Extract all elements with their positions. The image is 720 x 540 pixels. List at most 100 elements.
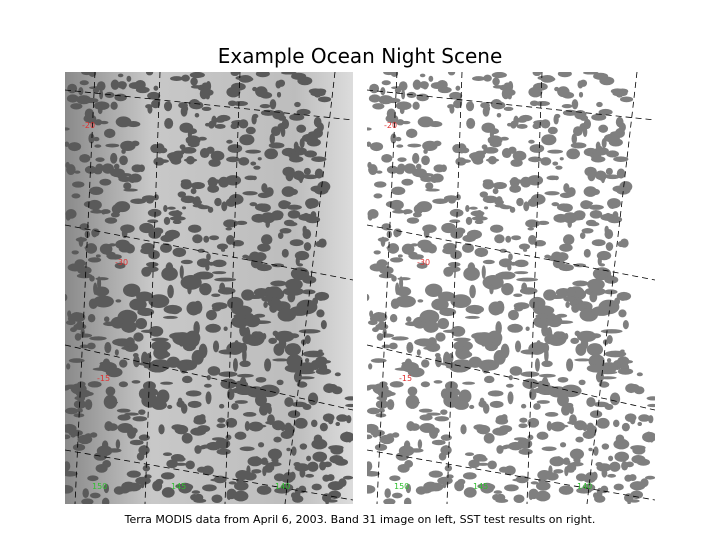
cloud-gap xyxy=(304,150,317,158)
cloud-gap xyxy=(559,442,567,448)
cloud-gap xyxy=(317,453,326,460)
cloud-gap xyxy=(196,445,207,450)
cloud-gap xyxy=(431,298,449,311)
cloud-gap xyxy=(367,434,373,440)
cloud-gap xyxy=(582,72,599,75)
cloud-gap xyxy=(206,253,211,261)
cloud-gap xyxy=(172,247,187,258)
cloud-gap xyxy=(398,81,408,91)
cloud-gap xyxy=(95,277,109,281)
graticule-line xyxy=(376,72,398,504)
cloud-gap xyxy=(378,408,385,413)
cloud-gap xyxy=(259,103,271,109)
cloud-gap xyxy=(532,72,542,77)
cloud-gap xyxy=(179,360,188,374)
cloud-gap xyxy=(437,476,453,485)
cloud-gap xyxy=(207,261,216,266)
cloud-gap xyxy=(374,443,388,451)
cloud-gap xyxy=(192,234,203,244)
cloud-gap xyxy=(636,372,643,377)
cloud-gap xyxy=(94,144,102,148)
cloud-gap xyxy=(472,76,486,82)
cloud-gap xyxy=(228,481,237,485)
cloud-gap xyxy=(394,87,402,94)
cloud-gap xyxy=(214,123,226,129)
cloud-gap xyxy=(546,420,552,432)
cloud-gap xyxy=(247,337,263,347)
cloud-gap xyxy=(105,143,120,148)
cloud-gap xyxy=(65,407,79,415)
cloud-gap xyxy=(535,101,551,107)
cloud-gap xyxy=(586,343,604,356)
cloud-gap xyxy=(298,329,321,334)
cloud-gap xyxy=(189,72,205,79)
cloud-gap xyxy=(194,112,200,118)
cloud-gap xyxy=(469,206,478,210)
cloud-gap xyxy=(140,329,157,333)
cloud-gap xyxy=(68,429,83,437)
cloud-gap xyxy=(172,220,182,225)
cloud-gap xyxy=(225,434,232,441)
cloud-gap xyxy=(516,123,528,129)
cloud-gap xyxy=(386,399,395,411)
cloud-gap xyxy=(404,460,414,468)
cloud-gap xyxy=(136,291,153,302)
graticule-line xyxy=(367,449,655,501)
cloud-gap xyxy=(277,232,284,240)
cloud-gap xyxy=(428,470,443,478)
cloud-gap xyxy=(573,126,583,137)
cloud-gap xyxy=(211,494,223,504)
cloud-gap xyxy=(235,220,248,226)
cloud-gap xyxy=(217,417,226,423)
cloud-gap xyxy=(496,112,502,118)
cloud-gap xyxy=(419,414,433,421)
cloud-gap xyxy=(597,256,602,266)
cloud-gap xyxy=(474,247,489,258)
cloud-gap xyxy=(79,154,91,163)
cloud-gap xyxy=(507,391,514,405)
cloud-gap xyxy=(615,434,625,444)
cloud-gap xyxy=(109,168,125,178)
cloud-gap xyxy=(77,434,93,445)
cloud-gap xyxy=(370,142,384,152)
cloud-gap xyxy=(295,256,300,266)
cloud-gap xyxy=(581,200,594,206)
cloud-gap xyxy=(499,425,513,433)
cloud-gap xyxy=(578,91,584,98)
cloud-gap xyxy=(102,460,112,468)
cloud-gap xyxy=(562,109,578,116)
cloud-gap xyxy=(87,314,96,323)
latitude-label: -15 xyxy=(399,374,412,383)
cloud-gap xyxy=(601,443,610,450)
cloud-gap xyxy=(462,243,474,253)
cloud-gap xyxy=(462,472,477,480)
cloud-gap xyxy=(585,219,597,227)
cloud-gap xyxy=(411,168,427,178)
cloud-gap xyxy=(160,243,172,253)
cloud-gap xyxy=(251,114,257,125)
cloud-gap xyxy=(296,124,307,133)
cloud-gap xyxy=(612,211,619,219)
cloud-gap xyxy=(123,188,138,192)
cloud-gap xyxy=(84,165,97,174)
cloud-gap xyxy=(489,284,494,295)
cloud-gap xyxy=(433,380,443,384)
cloud-gap xyxy=(264,469,273,473)
cloud-gap xyxy=(482,275,504,290)
cloud-gap xyxy=(133,332,144,342)
cloud-gap xyxy=(401,178,414,186)
cloud-gap xyxy=(481,265,486,279)
cloud-gap xyxy=(397,157,407,162)
cloud-gap xyxy=(234,400,248,404)
longitude-label: 145 xyxy=(473,482,488,491)
cloud-gap xyxy=(368,164,378,176)
cloud-gap xyxy=(294,145,301,153)
cloud-gap xyxy=(525,326,530,332)
cloud-gap xyxy=(383,498,396,504)
graticule-line xyxy=(65,224,353,281)
cloud-gap xyxy=(537,75,554,81)
cloud-gap xyxy=(420,487,433,494)
cloud-gap xyxy=(394,228,402,237)
cloud-gap xyxy=(532,123,541,130)
cloud-gap xyxy=(407,386,418,396)
